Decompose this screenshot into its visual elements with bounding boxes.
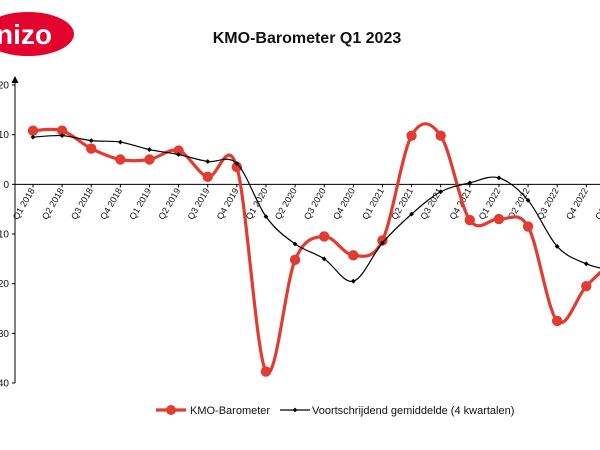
- data-point-kmo-barometer: [231, 161, 243, 173]
- legend-label-kmo-barometer: KMO-Barometer: [190, 405, 270, 417]
- data-point-kmo-barometer: [27, 125, 39, 136]
- data-point-moving-average: [263, 214, 269, 220]
- x-tick-label: Q4 2020: [331, 186, 357, 221]
- data-point-kmo-barometer: [348, 250, 359, 261]
- logo-badge: [0, 12, 74, 56]
- data-point-moving-average: [467, 180, 473, 186]
- data-point-kmo-barometer: [581, 280, 592, 292]
- data-point-moving-average: [496, 175, 502, 181]
- data-point-kmo-barometer: [260, 366, 272, 377]
- data-point-kmo-barometer: [464, 214, 475, 226]
- data-point-kmo-barometer: [493, 213, 505, 225]
- data-point-moving-average: [176, 152, 181, 157]
- plot-area: [27, 122, 600, 377]
- legend-marker-moving-average: [292, 407, 298, 413]
- nizo-logo: nizo: [0, 12, 74, 56]
- data-point-moving-average: [438, 189, 444, 195]
- data-point-kmo-barometer: [202, 171, 213, 183]
- data-point-moving-average: [380, 240, 385, 246]
- x-tick-label: Q2 2019: [156, 186, 182, 221]
- data-point-moving-average: [554, 244, 560, 249]
- legend-marker-kmo-barometer: [166, 405, 176, 415]
- data-point-moving-average: [583, 261, 589, 267]
- x-tick-label: Q4 2019: [215, 186, 241, 221]
- series-line-kmo-barometer: [31, 122, 600, 375]
- legend-label-moving-average: Voortschrijdend gemiddelde (4 kwartalen): [312, 405, 514, 417]
- data-point-moving-average: [147, 147, 152, 152]
- data-point-kmo-barometer: [319, 231, 330, 242]
- x-tick-label: Q4 2022: [564, 186, 590, 221]
- data-point-moving-average: [409, 211, 414, 217]
- data-point-moving-average: [117, 139, 123, 145]
- x-tick-label: Q2 2018: [40, 186, 66, 221]
- data-point-kmo-barometer: [144, 154, 155, 165]
- data-point-moving-average: [88, 138, 94, 144]
- data-point-kmo-barometer: [551, 315, 563, 327]
- data-point-kmo-barometer: [56, 125, 68, 136]
- y-tick-label: 20: [0, 81, 9, 92]
- data-point-moving-average: [30, 134, 36, 140]
- data-point-kmo-barometer: [289, 254, 301, 266]
- y-tick-label: 0: [3, 180, 9, 191]
- x-tick-label: Q1 2023: [593, 186, 600, 221]
- data-point-kmo-barometer: [173, 145, 184, 156]
- x-tick-label: Q4 2018: [98, 186, 124, 221]
- y-axis-arrow: [11, 76, 19, 83]
- data-point-kmo-barometer: [86, 143, 97, 154]
- data-point-kmo-barometer: [115, 154, 126, 165]
- data-point-moving-average: [350, 278, 356, 284]
- y-tick-label: 10: [0, 230, 9, 241]
- x-tick-label: Q3 2018: [69, 186, 95, 221]
- chart-title: KMO-Barometer Q1 2023: [213, 30, 402, 47]
- legend: KMO-Barometer Voortschrijdend gemiddelde …: [156, 405, 514, 417]
- data-point-moving-average: [292, 241, 298, 247]
- y-tick-label: 30: [0, 329, 9, 340]
- y-tick-label: 10: [0, 130, 9, 141]
- data-point-moving-average: [234, 161, 240, 166]
- x-tick-label: Q3 2020: [302, 186, 328, 221]
- y-tick-label: 40: [0, 379, 9, 390]
- logo-text: nizo: [0, 19, 52, 50]
- data-point-moving-average: [525, 197, 531, 203]
- x-tick-label: Q1 2021: [360, 186, 386, 221]
- x-tick-label: Q3 2019: [186, 186, 212, 221]
- data-point-kmo-barometer: [406, 130, 417, 141]
- data-point-moving-average: [205, 159, 211, 164]
- y-tick-label: 20: [0, 279, 9, 290]
- data-point-kmo-barometer: [522, 221, 534, 232]
- x-tick-label: Q2 2020: [273, 186, 299, 221]
- x-tick-label: Q1 2019: [127, 186, 153, 221]
- data-point-kmo-barometer: [377, 235, 388, 246]
- data-point-kmo-barometer: [435, 130, 446, 141]
- data-point-moving-average: [321, 256, 327, 262]
- data-point-moving-average: [59, 133, 65, 139]
